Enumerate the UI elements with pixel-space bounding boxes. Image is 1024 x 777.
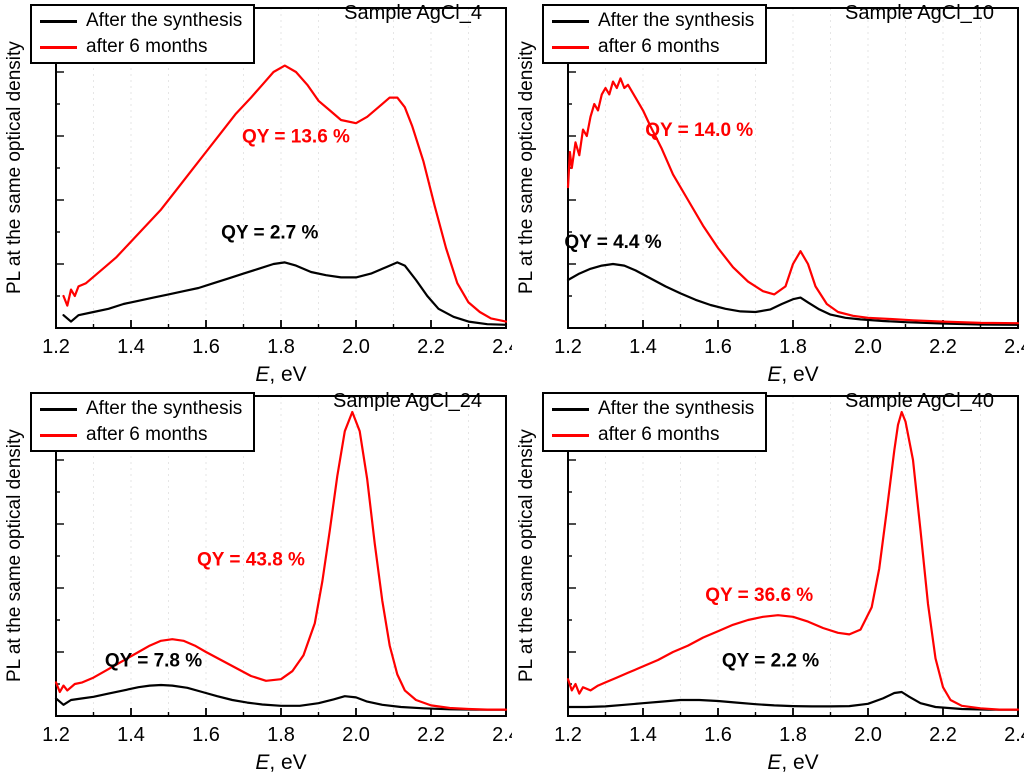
svg-text:1.6: 1.6 xyxy=(704,336,732,358)
plot-area: 1.2 1.4 1.6 1.8 2.0 2.2 2.4 E, eV QY = 43.8 % QY … xyxy=(42,395,512,774)
svg-text:QY = 4.4 %: QY = 4.4 % xyxy=(564,232,661,253)
svg-text:1.8: 1.8 xyxy=(267,336,295,358)
svg-text:QY = 43.8 %: QY = 43.8 % xyxy=(197,550,305,571)
svg-text:1.8: 1.8 xyxy=(779,724,807,746)
svg-text:2.2: 2.2 xyxy=(417,336,445,358)
y-axis-label: PL at the same optical density xyxy=(516,41,537,295)
red-line-sample-icon xyxy=(552,45,589,49)
svg-text:E, eV: E, eV xyxy=(767,751,818,774)
panel-agcl-10: PL at the same optical density 1.2 1.4 1.6… xyxy=(512,0,1024,388)
chart-title: Sample AgCl_10 xyxy=(845,2,994,24)
plot-area: 1.2 1.4 1.6 1.8 2.0 2.2 2.4 E, eV QY = 13.6 % QY … xyxy=(42,7,512,386)
svg-text:QY = 14.0 %: QY = 14.0 % xyxy=(645,120,753,141)
panel-agcl-4: PL at the same optical density 1.2 1.4 1.6… xyxy=(0,0,512,388)
legend-item: After the synthesis xyxy=(552,8,754,34)
chart-title: Sample AgCl_4 xyxy=(344,2,482,24)
svg-text:E, eV: E, eV xyxy=(767,363,818,386)
chart-title: Sample AgCl_24 xyxy=(333,390,482,412)
red-line-sample-icon xyxy=(40,433,77,437)
svg-text:1.4: 1.4 xyxy=(629,336,657,358)
legend-label: after 6 months xyxy=(598,424,720,445)
plot-area: 1.2 1.4 1.6 1.8 2.0 2.2 2.4 E, eV QY = 36.6 % QY … xyxy=(554,395,1024,774)
svg-text:E, eV: E, eV xyxy=(255,363,306,386)
svg-text:1.4: 1.4 xyxy=(117,336,145,358)
y-axis-label: PL at the same optical density xyxy=(4,429,25,683)
svg-text:2.2: 2.2 xyxy=(929,724,957,746)
legend-label: after 6 months xyxy=(86,424,208,445)
svg-text:QY = 13.6 %: QY = 13.6 % xyxy=(242,126,350,147)
legend-item: after 6 months xyxy=(40,34,242,60)
svg-text:1.6: 1.6 xyxy=(192,336,220,358)
y-axis-label: PL at the same optical density xyxy=(516,429,537,683)
svg-text:2.2: 2.2 xyxy=(929,336,957,358)
legend-item: After the synthesis xyxy=(40,8,242,34)
svg-text:1.2: 1.2 xyxy=(42,724,70,746)
y-axis-label: PL at the same optical density xyxy=(4,41,25,295)
black-line-sample-icon xyxy=(40,19,77,23)
legend-item: After the synthesis xyxy=(552,396,754,422)
svg-text:2.2: 2.2 xyxy=(417,724,445,746)
black-line-sample-icon xyxy=(40,407,77,411)
svg-text:1.2: 1.2 xyxy=(554,336,582,358)
legend-label: after 6 months xyxy=(598,36,720,57)
svg-text:QY = 7.8 %: QY = 7.8 % xyxy=(105,650,202,671)
svg-text:2.4: 2.4 xyxy=(1004,724,1024,746)
legend-item: after 6 months xyxy=(40,422,242,448)
chart-title: Sample AgCl_40 xyxy=(845,390,994,412)
svg-text:2.4: 2.4 xyxy=(492,724,512,746)
legend: After the synthesis after 6 months xyxy=(542,392,768,452)
svg-text:QY = 2.2 %: QY = 2.2 % xyxy=(722,650,819,671)
red-line-sample-icon xyxy=(552,433,589,437)
svg-text:1.4: 1.4 xyxy=(117,724,145,746)
svg-text:1.8: 1.8 xyxy=(267,724,295,746)
black-line-sample-icon xyxy=(552,407,589,411)
red-line-sample-icon xyxy=(40,45,77,49)
svg-text:1.6: 1.6 xyxy=(704,724,732,746)
panel-agcl-40: PL at the same optical density 1.2 1.4 1.6… xyxy=(512,388,1024,777)
legend-item: After the synthesis xyxy=(40,396,242,422)
svg-text:QY = 36.6 %: QY = 36.6 % xyxy=(705,585,813,606)
legend: After the synthesis after 6 months xyxy=(30,392,256,452)
black-line-sample-icon xyxy=(552,19,589,23)
svg-text:1.6: 1.6 xyxy=(192,724,220,746)
svg-text:2.0: 2.0 xyxy=(854,336,882,358)
legend-label: After the synthesis xyxy=(86,10,243,31)
legend-label: After the synthesis xyxy=(598,398,755,419)
svg-text:2.4: 2.4 xyxy=(492,336,512,358)
legend-label: after 6 months xyxy=(86,36,208,57)
legend-label: After the synthesis xyxy=(598,10,755,31)
svg-text:1.2: 1.2 xyxy=(42,336,70,358)
legend-label: After the synthesis xyxy=(86,398,243,419)
panel-agcl-24: PL at the same optical density 1.2 1.4 1.6… xyxy=(0,388,512,777)
svg-text:QY = 2.7 %: QY = 2.7 % xyxy=(221,222,318,243)
legend: After the synthesis after 6 months xyxy=(30,4,256,64)
svg-text:1.8: 1.8 xyxy=(779,336,807,358)
svg-text:1.4: 1.4 xyxy=(629,724,657,746)
svg-text:2.4: 2.4 xyxy=(1004,336,1024,358)
svg-text:2.0: 2.0 xyxy=(342,336,370,358)
svg-text:1.2: 1.2 xyxy=(554,724,582,746)
legend: After the synthesis after 6 months xyxy=(542,4,768,64)
legend-item: after 6 months xyxy=(552,34,754,60)
plot-area: 1.2 1.4 1.6 1.8 2.0 2.2 2.4 E, eV QY = 14.0 % QY … xyxy=(554,7,1024,386)
svg-text:2.0: 2.0 xyxy=(854,724,882,746)
legend-item: after 6 months xyxy=(552,422,754,448)
svg-text:2.0: 2.0 xyxy=(342,724,370,746)
svg-text:E, eV: E, eV xyxy=(255,751,306,774)
